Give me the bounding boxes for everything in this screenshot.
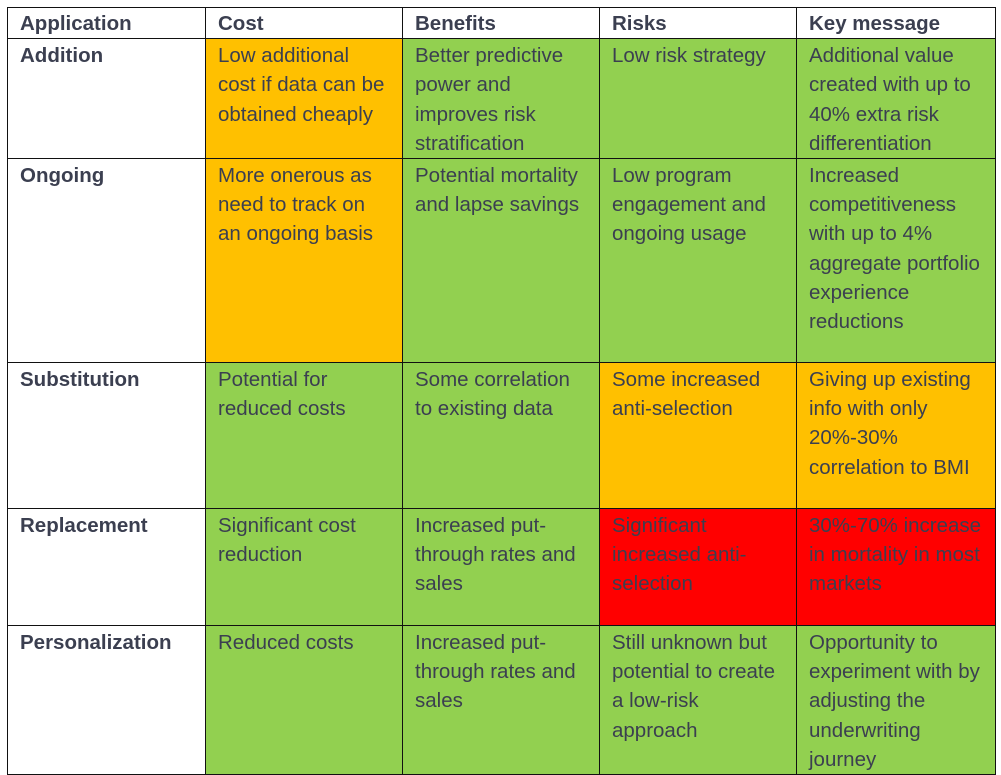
cell-cost: Low additional cost if data can be obtai… [205, 38, 403, 160]
table-row: Substitution Potential for reduced costs… [7, 362, 996, 510]
header-key-message: Key message [796, 6, 996, 40]
cell-risks: Significant increased anti-selection [599, 508, 797, 627]
header-cost: Cost [205, 6, 403, 40]
header-benefits: Benefits [402, 6, 600, 40]
cell-benefits: Increased put-through rates and sales [402, 508, 600, 627]
header-application: Application [7, 6, 206, 40]
header-row: Application Cost Benefits Risks Key mess… [7, 6, 996, 40]
cell-benefits: Better predictive power and improves ris… [402, 38, 600, 160]
table-row: Replacement Significant cost reduction I… [7, 508, 996, 627]
cell-key-message: Increased competitiveness with up to 4% … [796, 158, 996, 364]
table-row: Ongoing More onerous as need to track on… [7, 158, 996, 364]
cell-key-message: Giving up existing info with only 20%-30… [796, 362, 996, 510]
cell-cost: Significant cost reduction [205, 508, 403, 627]
cell-benefits: Some correlation to existing data [402, 362, 600, 510]
cell-risks: Low risk strategy [599, 38, 797, 160]
application-comparison-table: Application Cost Benefits Risks Key mess… [7, 6, 996, 775]
cell-benefits: Potential mortality and lapse savings [402, 158, 600, 364]
cell-benefits: Increased put-through rates and sales [402, 625, 600, 775]
row-label-ongoing: Ongoing [7, 158, 206, 364]
table-row: Personalization Reduced costs Increased … [7, 625, 996, 775]
header-risks: Risks [599, 6, 797, 40]
row-label-replacement: Replacement [7, 508, 206, 627]
cell-key-message: Additional value created with up to 40% … [796, 38, 996, 160]
cell-cost: Reduced costs [205, 625, 403, 775]
row-label-personalization: Personalization [7, 625, 206, 775]
row-label-addition: Addition [7, 38, 206, 160]
cell-risks: Still unknown but potential to create a … [599, 625, 797, 775]
cell-key-message: 30%-70% increase in mortality in most ma… [796, 508, 996, 627]
cell-key-message: Opportunity to experiment with by adjust… [796, 625, 996, 775]
table-row: Addition Low additional cost if data can… [7, 38, 996, 160]
row-label-substitution: Substitution [7, 362, 206, 510]
cell-cost: More onerous as need to track on an ongo… [205, 158, 403, 364]
cell-cost: Potential for reduced costs [205, 362, 403, 510]
cell-risks: Some increased anti-selection [599, 362, 797, 510]
cell-risks: Low program engagement and ongoing usage [599, 158, 797, 364]
